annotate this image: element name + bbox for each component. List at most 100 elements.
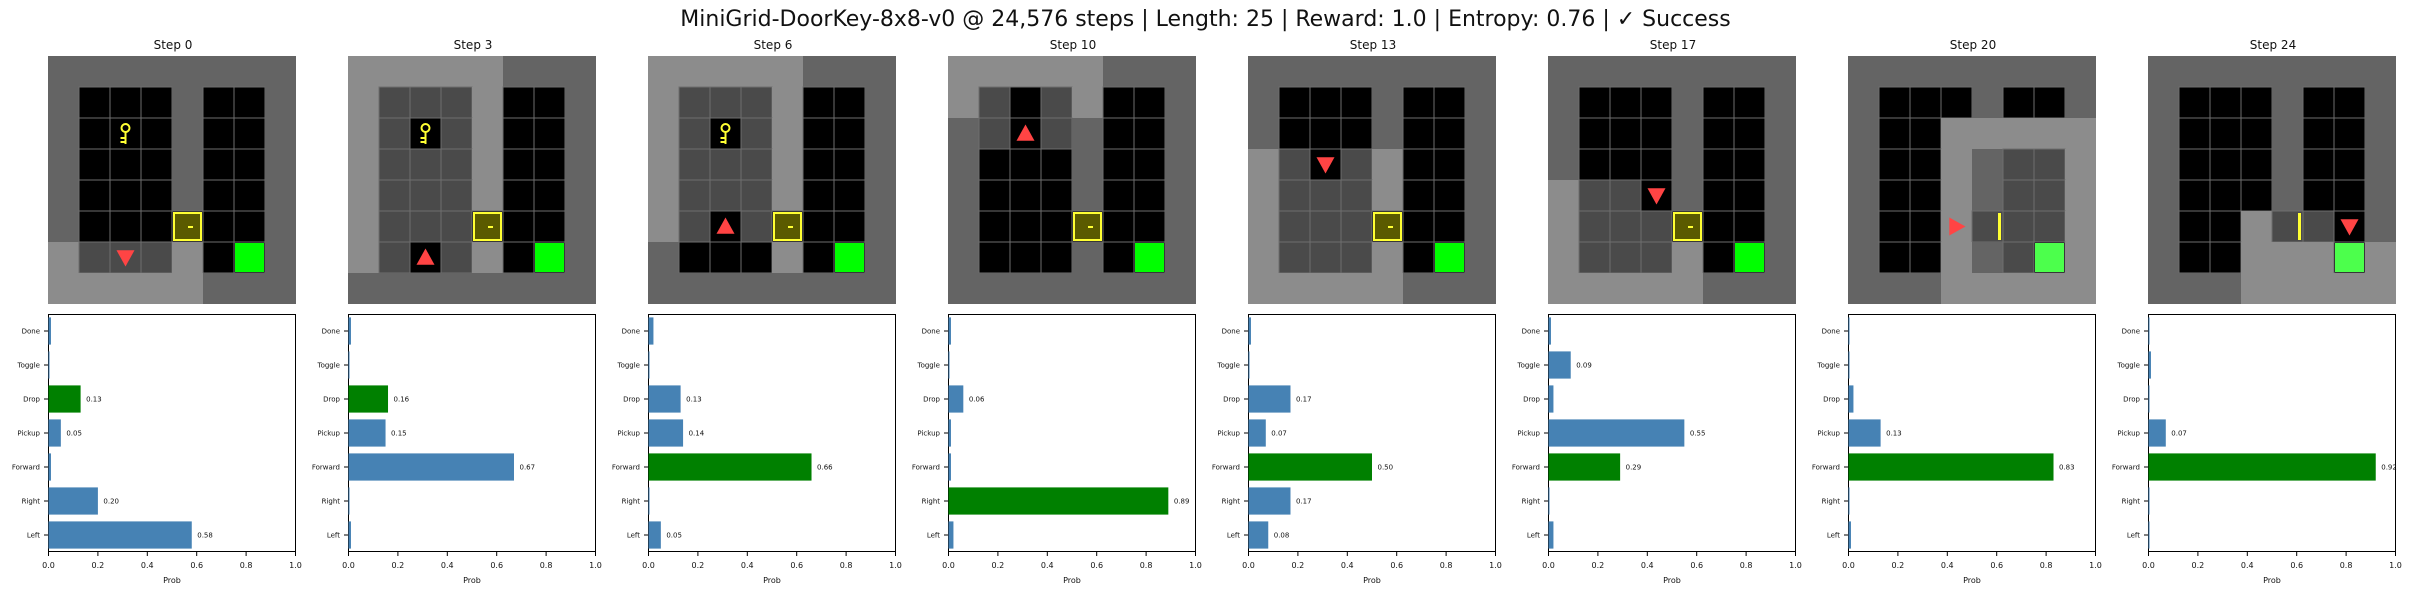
bar-done [2148, 317, 2150, 345]
x-tick-label: 0.2 [2192, 561, 2205, 570]
y-tick-label: Forward [1512, 464, 1540, 472]
wall-cell [565, 211, 596, 242]
wall-cell [1103, 56, 1134, 87]
locked-door [1373, 212, 1402, 241]
wall-cell [948, 180, 979, 211]
wall-cell [948, 242, 979, 273]
x-axis-label: Prob [2263, 576, 2281, 585]
bar-pickup [948, 419, 951, 447]
unseen-cell [678, 241, 711, 274]
seen-cell [2033, 210, 2066, 243]
key-shaft [724, 132, 727, 144]
bar-left [1848, 521, 1851, 549]
wall-cell [1165, 118, 1196, 149]
wall-cell [265, 180, 296, 211]
seen-cell [709, 86, 742, 119]
wall-cell [48, 211, 79, 242]
unseen-cell [1578, 148, 1611, 181]
bar-right [1848, 487, 1850, 515]
wall-cell [1765, 242, 1796, 273]
wall-cell [1703, 56, 1734, 87]
unseen-cell [2209, 179, 2242, 212]
agent-arrow [716, 217, 735, 234]
unseen-cell [1278, 117, 1311, 150]
visible-floor-cell [472, 149, 503, 180]
visible-floor-cell [2065, 149, 2096, 180]
wall-cell [803, 56, 834, 87]
unseen-cell [833, 210, 866, 243]
wall-cell [48, 87, 79, 118]
y-tick-label: Forward [12, 464, 40, 472]
seen-cell [409, 210, 442, 243]
unseen-cell [2209, 241, 2242, 274]
seen-cell [409, 148, 442, 181]
unseen-cell [1009, 86, 1042, 119]
visible-floor-cell [1972, 273, 2003, 304]
unseen-cell [1878, 148, 1911, 181]
y-tick-label: Done [1222, 328, 1240, 336]
seen-cell [378, 179, 411, 212]
y-tick-label: Left [2127, 532, 2140, 540]
seen-cell [709, 148, 742, 181]
x-tick-label: 0.2 [992, 561, 1005, 570]
wall-cell [1165, 56, 1196, 87]
y-tick-label: Toggle [16, 362, 40, 370]
visible-floor-cell [1579, 273, 1610, 304]
wall-cell [172, 87, 203, 118]
x-axis-label: Prob [1663, 576, 1681, 585]
wall-cell [1134, 56, 1165, 87]
visible-floor-cell [141, 273, 172, 304]
unseen-cell [1909, 210, 1942, 243]
visible-floor-cell [1010, 56, 1041, 87]
wall-cell [865, 242, 896, 273]
unseen-cell [78, 179, 111, 212]
unseen-cell [1102, 210, 1135, 243]
bar-done [1248, 317, 1251, 345]
visible-floor-cell [472, 118, 503, 149]
wall-cell [1972, 87, 2003, 118]
wall-cell [2148, 87, 2179, 118]
wall-cell [110, 56, 141, 87]
x-tick-label: 0.2 [1292, 561, 1305, 570]
y-tick-label: Left [27, 532, 40, 540]
wall-cell [1434, 56, 1465, 87]
unseen-cell [978, 210, 1011, 243]
key-icon [120, 123, 131, 144]
wall-cell [1972, 56, 2003, 87]
bar-pickup [1248, 419, 1266, 447]
unseen-cell [1040, 148, 1073, 181]
visible-floor-cell [1941, 273, 1972, 304]
locked-door [773, 212, 802, 241]
wall-cell [2272, 87, 2303, 118]
action-prob-chart: Left 0.08 Right 0.17 Forward 0.50 Pickup 0.07 Dr… [1212, 314, 1502, 585]
bar-right [48, 487, 98, 515]
y-tick-label: Pickup [917, 430, 940, 438]
data-label: 0.67 [519, 464, 535, 472]
wall-cell [1248, 87, 1279, 118]
agent-arrow [1316, 157, 1335, 174]
unseen-cell [1702, 241, 1735, 274]
visible-floor-cell [2241, 242, 2272, 273]
wall-cell [1879, 56, 1910, 87]
x-tick-label: 0.4 [441, 561, 454, 570]
step-title: Step 20 [1949, 38, 1997, 52]
bar-forward [1248, 453, 1372, 481]
y-tick-label: Forward [312, 464, 340, 472]
key-tooth [420, 141, 425, 143]
unseen-cell [502, 117, 535, 150]
wall-cell [48, 56, 79, 87]
visible-floor-cell [1548, 180, 1579, 211]
seen-cell [678, 117, 711, 150]
bar-left [948, 521, 954, 549]
y-tick-label: Done [922, 328, 940, 336]
y-tick-label: Pickup [17, 430, 40, 438]
visible-floor-cell [1941, 242, 1972, 273]
wall-cell [1310, 56, 1341, 87]
unseen-cell [202, 148, 235, 181]
visible-floor-cell [1672, 242, 1703, 273]
x-tick-label: 0.0 [642, 561, 655, 570]
wall-cell [1041, 273, 1072, 304]
visible-floor-cell [1072, 87, 1103, 118]
x-tick-label: 0.0 [342, 561, 355, 570]
wall-cell [1434, 273, 1465, 304]
